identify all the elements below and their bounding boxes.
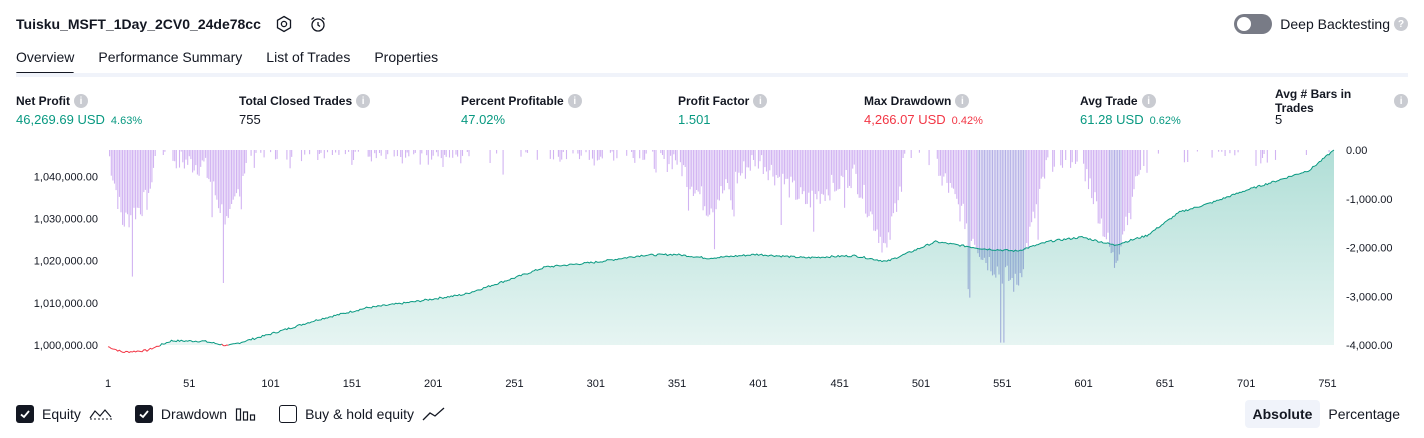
deep-backtesting-label: Deep Backtesting <box>1280 16 1390 32</box>
x-tick-label: 351 <box>668 378 686 390</box>
metric-label: Net Profit <box>16 94 70 108</box>
metrics-row: Net Profit i 46,269.69 USD 4.63% Total Clo… <box>16 87 1408 133</box>
drawdown-tick-label: -4,000.00 <box>1346 340 1392 352</box>
deep-backtesting: Deep Backtesting ? <box>1234 12 1408 36</box>
percentage-button[interactable]: Percentage <box>1328 406 1400 422</box>
tab-list-of-trades[interactable]: List of Trades <box>266 49 351 65</box>
metric-percent: 0.42% <box>951 115 983 127</box>
tab-overview[interactable]: Overview <box>16 44 75 75</box>
x-tick-label: 201 <box>424 378 442 390</box>
legend-equity[interactable]: Equity <box>16 405 113 423</box>
equity-tick-label: 1,030,000.00 <box>34 214 98 226</box>
x-tick-label: 501 <box>912 378 930 390</box>
metric-avg-bars: Avg # Bars in Trades i 5 <box>1275 87 1408 127</box>
report-tabs: Overview Performance Summary List of Tra… <box>16 44 462 76</box>
metric-max-drawdown: Max Drawdown i 4,266.07 USD 0.42% <box>864 93 983 127</box>
tab-performance-summary[interactable]: Performance Summary <box>98 49 243 65</box>
trade-number-axis: 1 51 101 151 201 251 301 351 401 451 501 551 601 651 7… <box>105 378 1337 390</box>
metric-value: 46,269.69 USD <box>16 112 105 127</box>
info-icon[interactable]: i <box>74 94 88 108</box>
tab-properties[interactable]: Properties <box>374 49 439 65</box>
tab-divider <box>16 73 1408 77</box>
equity-line-icon <box>89 406 113 422</box>
equity-line <box>107 345 161 354</box>
info-icon[interactable]: i <box>1141 94 1156 108</box>
equity-area <box>107 149 1335 354</box>
strategy-header: Tuisku_MSFT_1Day_2CV0_24de78cc <box>16 12 329 36</box>
equity-tick-label: 1,040,000.00 <box>34 171 98 183</box>
drawdown-checkbox[interactable] <box>134 405 153 423</box>
drawdown-bars <box>109 150 1330 343</box>
x-tick-label: 651 <box>1156 378 1174 390</box>
x-tick-label: 551 <box>993 378 1011 390</box>
drawdown-bars-icon <box>235 406 257 422</box>
help-icon[interactable]: ? <box>1394 17 1408 31</box>
metric-label: Profit Factor <box>678 94 750 108</box>
metric-percent: 4.63% <box>110 115 143 127</box>
equity-line <box>221 343 229 347</box>
drawdown-axis: 0.00 -1,000.00 -2,000.00 -3,000.00 -4,000.00 <box>1346 145 1392 352</box>
alarm-clock-icon[interactable] <box>307 13 329 35</box>
info-icon[interactable]: i <box>1394 94 1408 108</box>
metric-total-closed-trades: Total Closed Trades i 755 <box>239 93 371 127</box>
buy-hold-checkbox[interactable] <box>279 405 298 423</box>
equity-checkbox[interactable] <box>16 405 34 423</box>
equity-tick-label: 1,010,000.00 <box>34 298 98 310</box>
equity-line <box>159 339 223 347</box>
metric-value: 47.02% <box>461 112 506 127</box>
legend-buy-hold[interactable]: Buy & hold equity <box>279 405 446 423</box>
equity-tick-label: 1,020,000.00 <box>34 256 98 268</box>
x-tick-label: 401 <box>749 378 767 390</box>
metric-profit-factor: Profit Factor i 1.501 <box>678 93 768 127</box>
x-tick-label: 601 <box>1074 378 1092 390</box>
drawdown-tick-label: -2,000.00 <box>1346 243 1392 255</box>
info-icon[interactable]: i <box>955 94 970 108</box>
metric-value: 1.501 <box>678 112 711 127</box>
metric-value: 755 <box>239 112 261 127</box>
x-tick-label: 101 <box>261 378 279 390</box>
x-tick-label: 451 <box>831 378 849 390</box>
equity-tick-label: 1,000,000.00 <box>34 340 98 352</box>
metric-value: 4,266.07 USD <box>864 112 946 127</box>
equity-fill <box>108 150 1334 345</box>
info-icon[interactable]: i <box>356 94 371 108</box>
x-tick-label: 151 <box>343 378 361 390</box>
legend-label: Buy & hold equity <box>305 406 415 422</box>
metric-label: Avg Trade <box>1080 94 1138 108</box>
legend-label: Drawdown <box>160 406 228 422</box>
legend-label: Equity <box>42 406 81 422</box>
metric-value: 5 <box>1275 112 1283 127</box>
x-tick-label: 301 <box>587 378 605 390</box>
metric-label: Total Closed Trades <box>239 94 353 108</box>
metric-label: Avg # Bars in Trades <box>1275 87 1352 115</box>
x-tick-label: 1 <box>105 378 111 390</box>
equity-drawdown-chart[interactable]: 1,000,000.00 1,010,000.00 1,020,000.00 1,03… <box>0 140 1424 400</box>
deep-backtesting-toggle[interactable] <box>1234 14 1273 34</box>
legend-drawdown[interactable]: Drawdown <box>134 405 257 423</box>
strategy-title: Tuisku_MSFT_1Day_2CV0_24de78cc <box>16 16 261 32</box>
metric-avg-trade: Avg Trade i 61.28 USD 0.62% <box>1080 93 1181 127</box>
equity-line <box>228 149 1335 346</box>
buy-hold-line-icon <box>422 406 446 422</box>
absolute-button[interactable]: Absolute <box>1244 400 1321 428</box>
x-tick-label: 701 <box>1237 378 1255 390</box>
metric-net-profit: Net Profit i 46,269.69 USD 4.63% <box>16 93 142 127</box>
metric-percent: 0.62% <box>1149 115 1181 127</box>
info-icon[interactable]: i <box>567 94 582 108</box>
info-icon[interactable]: i <box>753 94 768 108</box>
chart-legend: Equity Drawdown Buy & hold equity <box>16 403 468 425</box>
scale-mode-switch: Absolute Percentage <box>1244 400 1409 428</box>
x-tick-label: 251 <box>505 378 523 390</box>
metric-label: Max Drawdown <box>864 94 952 108</box>
metric-percent-profitable: Percent Profitable i 47.02% <box>461 93 582 127</box>
drawdown-tick-label: 0.00 <box>1346 145 1367 157</box>
equity-axis: 1,000,000.00 1,010,000.00 1,020,000.00 1,03… <box>34 171 98 352</box>
drawdown-tick-label: -1,000.00 <box>1346 194 1392 206</box>
metric-label: Percent Profitable <box>461 94 564 108</box>
drawdown-tick-label: -3,000.00 <box>1346 291 1392 303</box>
x-tick-label: 751 <box>1318 378 1336 390</box>
metric-value: 61.28 USD <box>1080 112 1144 127</box>
settings-icon[interactable] <box>273 13 295 35</box>
x-tick-label: 51 <box>183 378 195 390</box>
